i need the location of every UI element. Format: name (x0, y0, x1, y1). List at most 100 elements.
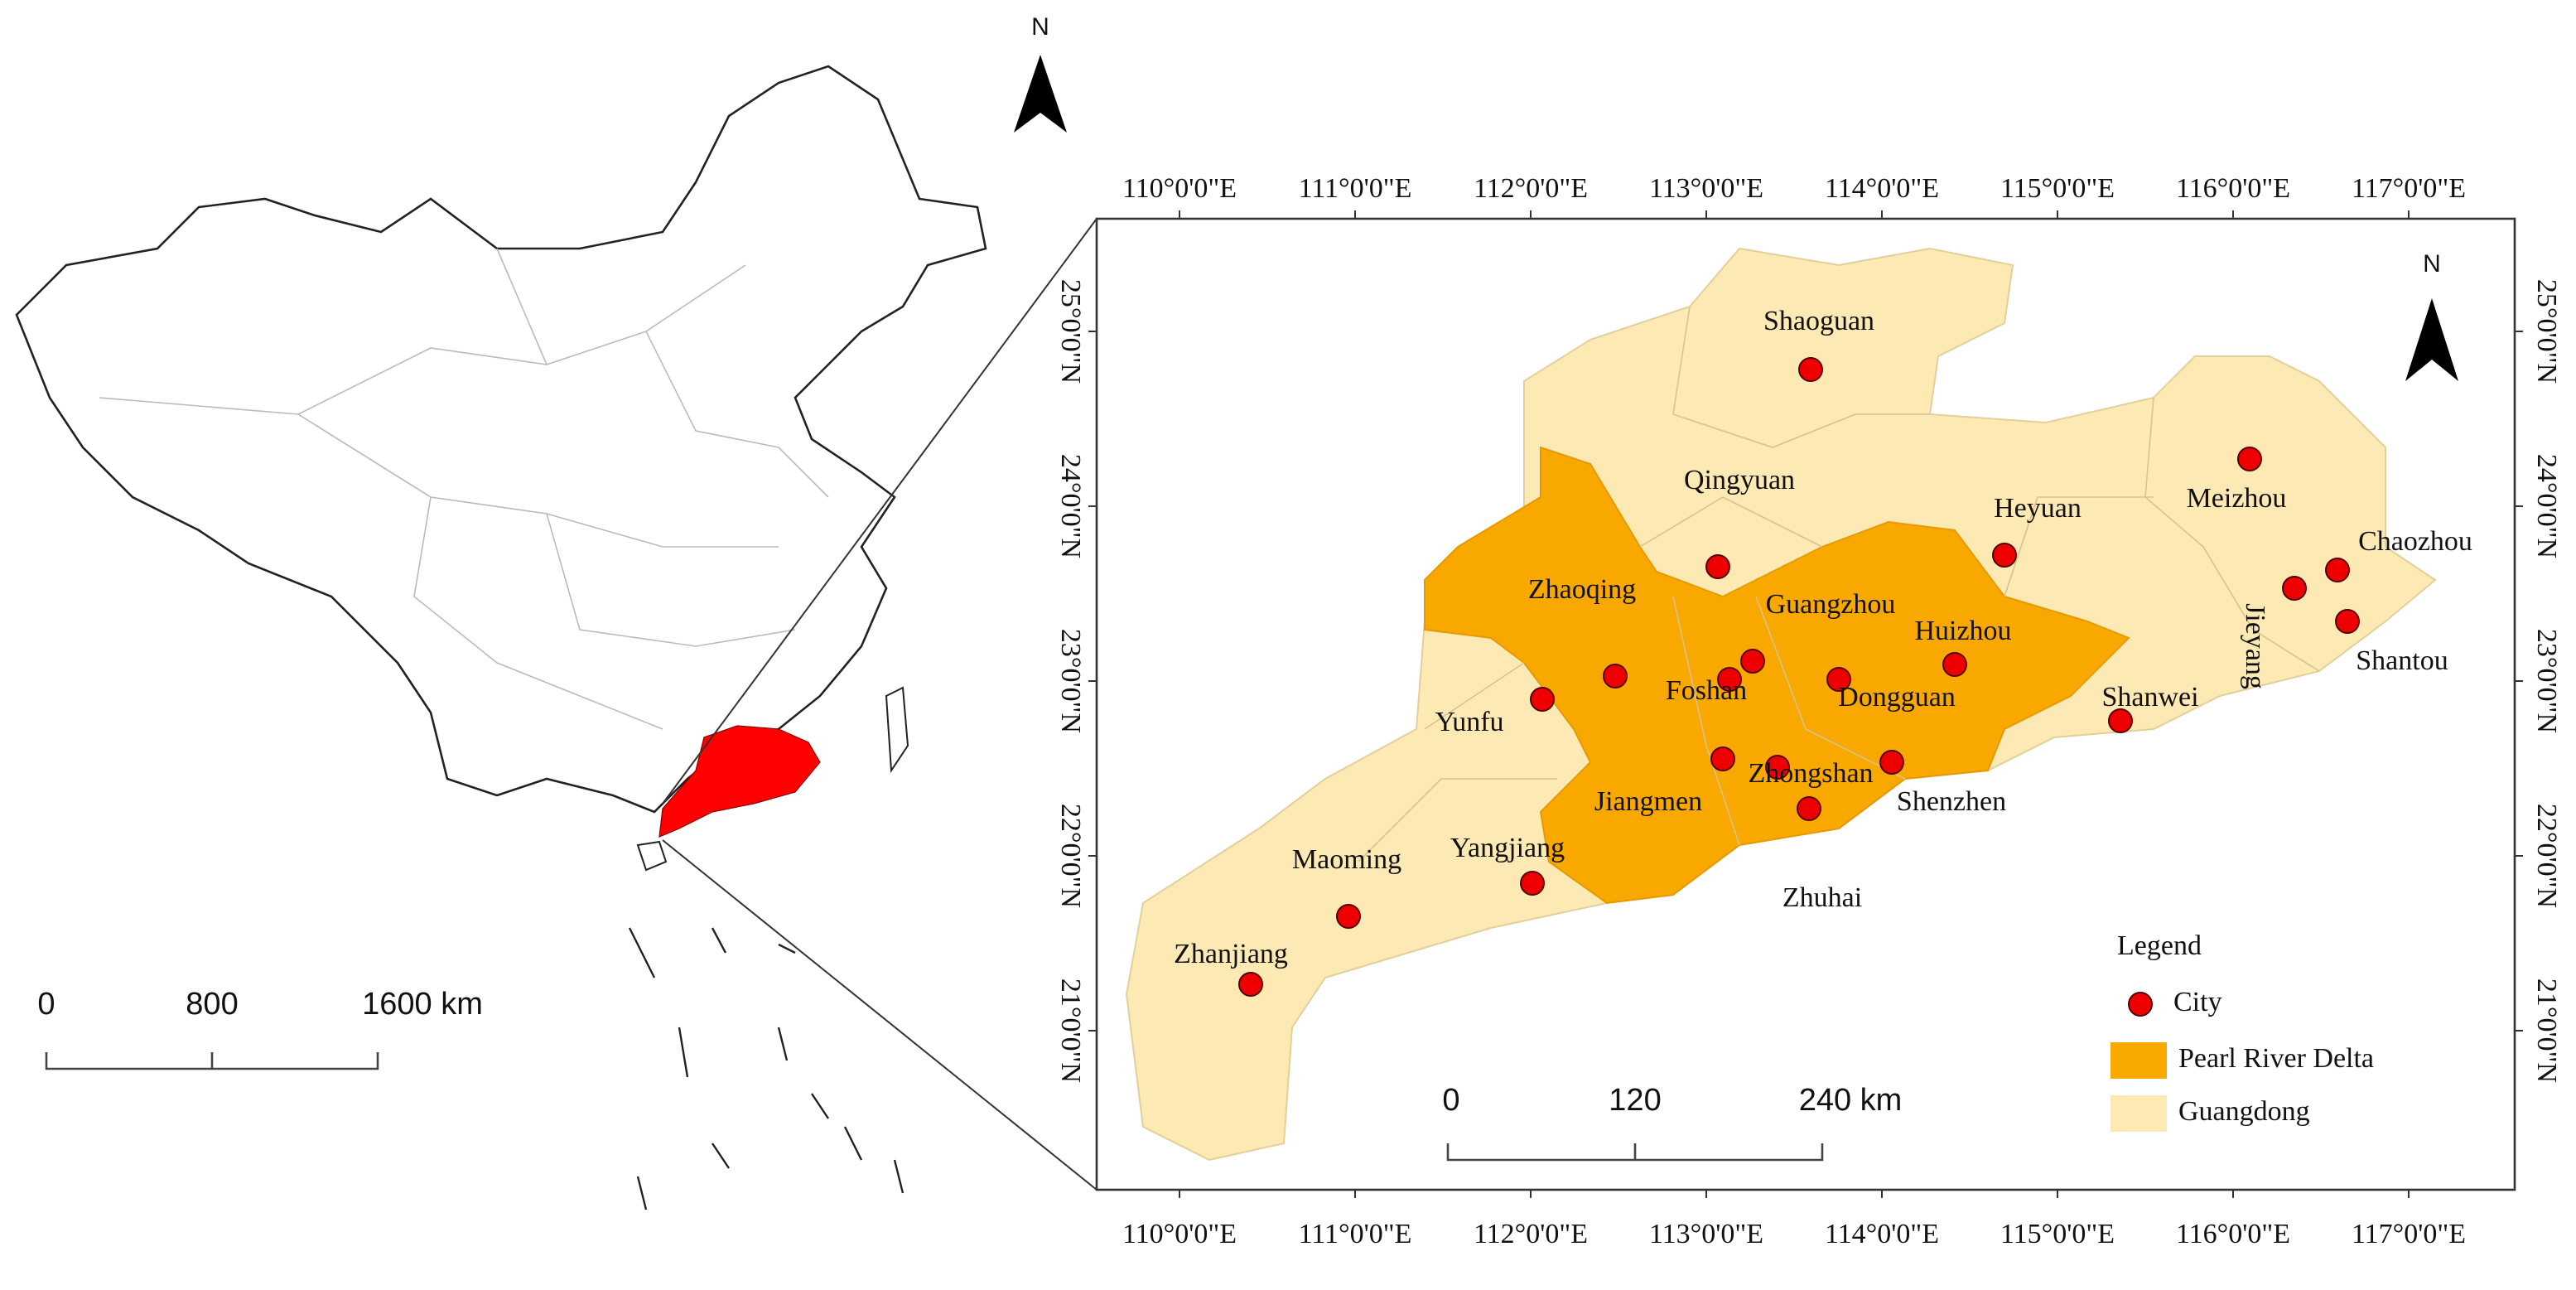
city-point (1238, 972, 1263, 997)
north-arrow (2405, 298, 2458, 381)
taiwan (885, 686, 909, 774)
city-point (1530, 687, 1555, 712)
longitude-label: 116°0'0"E (2176, 1219, 2290, 1249)
longitude-label: 112°0'0"E (1474, 173, 1588, 204)
longitude-label: 113°0'0"E (1649, 173, 1763, 204)
latitude-label: 24°0'0"N (1055, 454, 1086, 558)
legend-guangdong-symbol (2110, 1095, 2167, 1132)
city-label: Dongguan (1838, 682, 1956, 713)
longitude-label: 115°0'0"E (2000, 173, 2115, 204)
scale-label: 120 (1609, 1083, 1661, 1118)
scale-bar (1446, 1143, 1824, 1162)
latitude-label: 25°0'0"N (1055, 279, 1086, 384)
city-point (1826, 667, 1851, 692)
scale-label: 0 (37, 987, 55, 1022)
latitude-label: 21°0'0"N (1055, 978, 1086, 1083)
longitude-label: 111°0'0"E (1299, 1219, 1412, 1249)
latitude-label: 22°0'0"N (2531, 804, 2562, 908)
longitude-label: 114°0'0"E (1825, 1219, 1939, 1249)
scale-label: 0 (1442, 1083, 1459, 1118)
city-label: Yangjiang (1450, 833, 1565, 863)
city-label: Meizhou (2187, 483, 2287, 514)
longitude-label: 114°0'0"E (1825, 173, 1939, 204)
city-point (2108, 708, 2133, 733)
city-point (1879, 750, 1904, 775)
scale-bar (45, 1052, 379, 1070)
province-lines (99, 248, 829, 730)
city-point (1740, 649, 1765, 674)
latitude-label: 24°0'0"N (2531, 454, 2562, 558)
zoom-line (662, 218, 1097, 804)
latitude-label: 25°0'0"N (2531, 279, 2562, 384)
city-label: Heyuan (1994, 493, 2082, 524)
city-label: Zhuhai (1782, 882, 1862, 913)
main-map: N 0 120 240 km Legend City Pearl River D… (1055, 173, 2562, 1249)
legend-city-symbol (2128, 992, 2153, 1017)
longitude-label: 113°0'0"E (1649, 1219, 1763, 1249)
city-label: Shantou (2356, 645, 2448, 676)
longitude-label: 110°0'0"E (1122, 1219, 1237, 1249)
city-point (2335, 609, 2360, 634)
longitude-label: 117°0'0"E (2352, 1219, 2466, 1249)
south-china-sea-islands (628, 927, 904, 1210)
city-boundaries (1358, 306, 2320, 862)
scale-label: 1600 km (362, 987, 483, 1022)
scale-label: 800 (186, 987, 238, 1022)
city-point (1798, 357, 1823, 382)
north-label: N (1031, 13, 1049, 41)
city-point (1797, 796, 1821, 821)
longitude-label: 110°0'0"E (1122, 173, 1237, 204)
city-label: Zhongshan (1748, 758, 1873, 789)
latitude-label: 23°0'0"N (2531, 629, 2562, 733)
legend-title: Legend (2117, 930, 2202, 961)
city-point (1942, 652, 1967, 677)
city-label: Shanwei (2101, 682, 2198, 713)
city-label: Yunfu (1435, 707, 1503, 737)
city-point (1717, 667, 1742, 692)
zoom-line (662, 839, 1097, 1191)
legend-prd-symbol (2110, 1042, 2167, 1079)
legend-label: City (2173, 987, 2222, 1017)
city-point (2325, 558, 2350, 582)
north-arrow (1014, 55, 1067, 133)
city-label: Jiangmen (1594, 786, 1702, 817)
latitude-label: 21°0'0"N (2531, 978, 2562, 1083)
city-label: Zhaoqing (1528, 574, 1636, 605)
city-label: Chaozhou (2358, 526, 2472, 557)
guangdong-highlight (658, 725, 821, 838)
legend: Legend City Pearl River Delta Guangdong (2110, 930, 2374, 1132)
city-label: Foshan (1666, 675, 1747, 706)
city-point (1992, 543, 2017, 568)
china-inset: N 0 800 1600 km (15, 13, 1067, 1210)
hainan (636, 840, 668, 872)
pearl-river-delta-area (1424, 446, 2130, 905)
latitude-label: 23°0'0"N (1055, 629, 1086, 733)
longitude-label: 116°0'0"E (2176, 173, 2290, 204)
city-label: Shenzhen (1897, 786, 2006, 817)
city-label: Guangzhou (1766, 589, 1896, 620)
city-label: Qingyuan (1684, 465, 1795, 495)
city-point (2237, 447, 2262, 471)
city-point (1765, 755, 1790, 780)
city-point (1710, 746, 1735, 771)
city-point (1705, 554, 1730, 579)
longitude-label: 117°0'0"E (2352, 173, 2466, 204)
city-label: Jieyang (2240, 603, 2270, 689)
legend-label: Pearl River Delta (2178, 1043, 2374, 1074)
latitude-label: 22°0'0"N (1055, 804, 1086, 908)
city-point (1336, 904, 1361, 929)
city-point (1520, 871, 1545, 896)
city-label: Maoming (1292, 844, 1401, 875)
city-point (2282, 576, 2307, 601)
scale-label: 240 km (1799, 1083, 1903, 1118)
longitude-label: 112°0'0"E (1474, 1219, 1588, 1249)
city-label: Huizhou (1914, 616, 2011, 646)
city-point (1603, 664, 1628, 688)
china-outline (15, 65, 987, 814)
city-label: Shaoguan (1763, 306, 1874, 336)
north-label: N (2423, 250, 2441, 278)
legend-label: Guangdong (2178, 1096, 2310, 1127)
longitude-label: 115°0'0"E (2000, 1219, 2115, 1249)
